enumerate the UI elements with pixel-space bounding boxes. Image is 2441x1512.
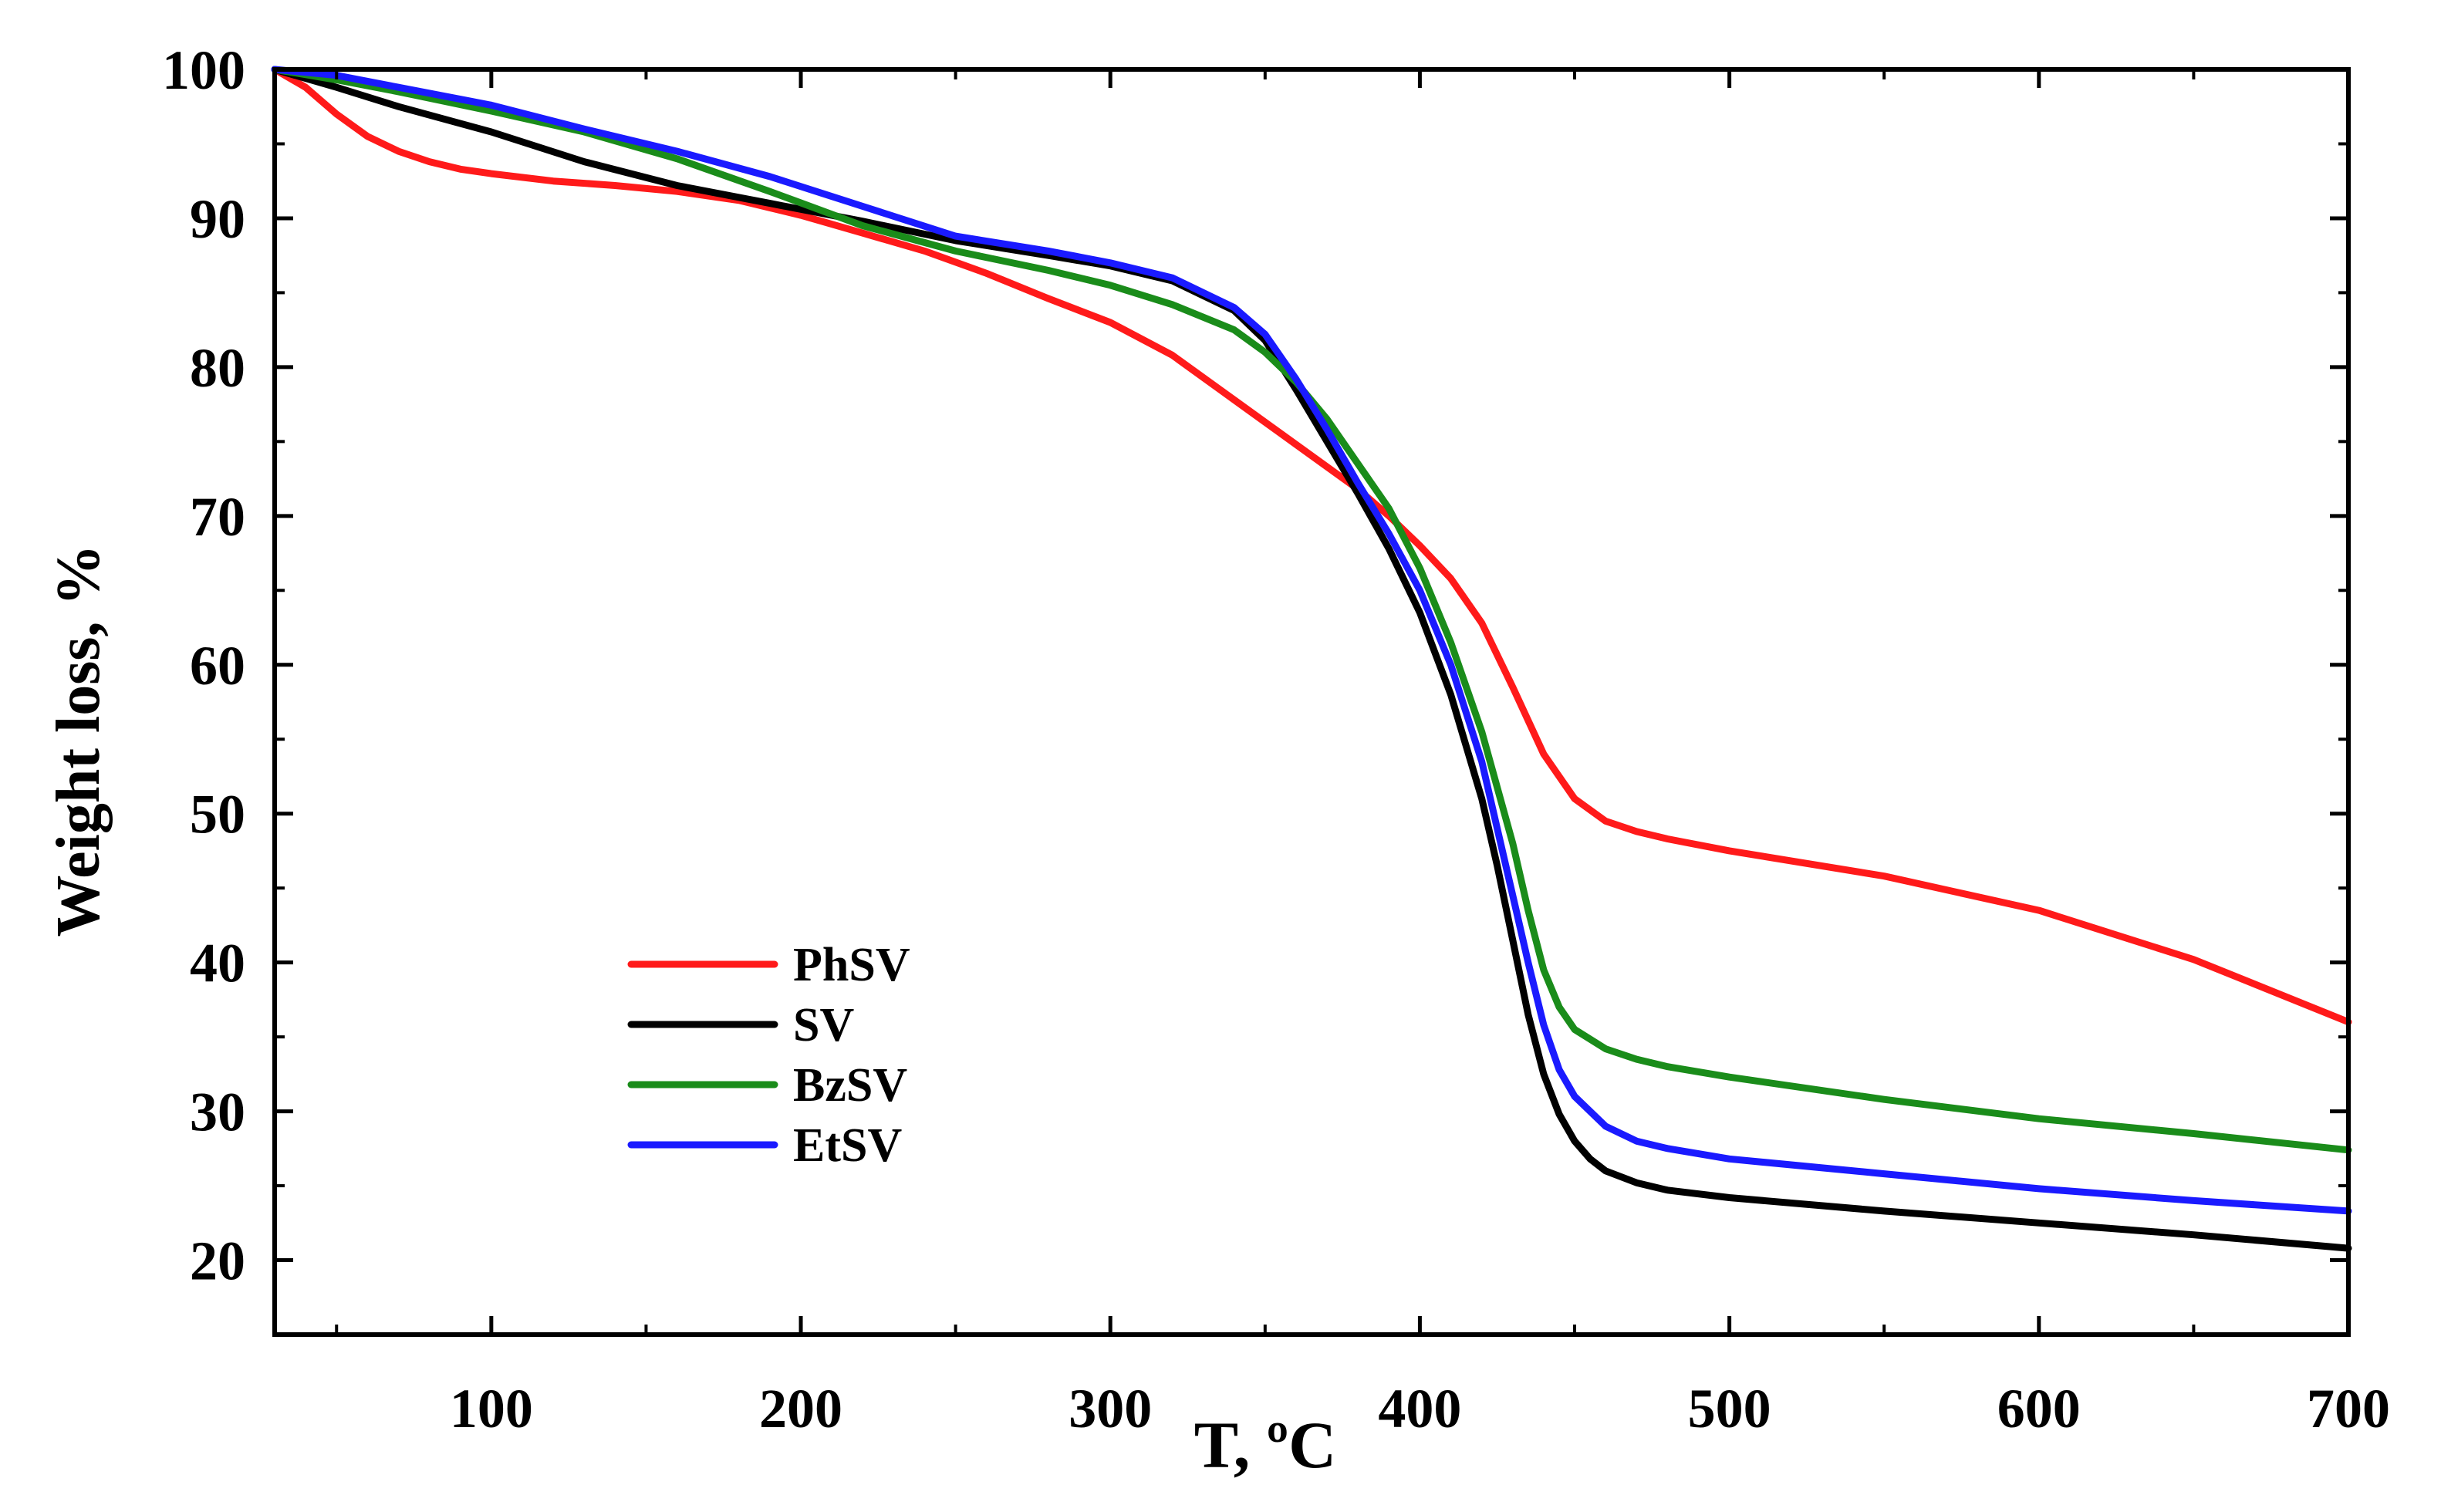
series-line-sv (271, 66, 2352, 1252)
legend-label-sv: SV (793, 999, 854, 1051)
series-line-bzsv (271, 66, 2352, 1154)
x-tick-label: 700 (2307, 1378, 2390, 1439)
legend-label-phsv: PhSV (793, 939, 910, 991)
y-tick-labels: 20 30 40 50 60 70 80 90 100 (162, 39, 245, 1292)
legend-label-bzsv: BzSV (793, 1059, 907, 1112)
x-tick-label: 200 (759, 1378, 842, 1439)
x-tick-label: 100 (450, 1378, 533, 1439)
y-tick-label: 60 (190, 635, 245, 697)
series-layer (271, 66, 2352, 1252)
y-tick-label: 70 (190, 486, 245, 548)
y-tick-label: 90 (190, 188, 245, 250)
x-tick-label: 600 (1997, 1378, 2081, 1439)
plot-frame (272, 67, 2351, 1337)
y-axis-title: Weight loss, % (45, 545, 113, 937)
y-tick-label: 50 (190, 784, 245, 845)
y-tick-label: 100 (162, 39, 245, 101)
y-tick-label: 20 (190, 1230, 245, 1292)
y-tick-label: 40 (190, 933, 245, 994)
x-tick-label: 400 (1378, 1378, 1461, 1439)
series-line-phsv (271, 66, 2352, 1026)
legend-label-etsv: EtSV (793, 1119, 902, 1172)
series-line-etsv (271, 66, 2352, 1215)
legend: PhSV SV BzSV EtSV (627, 939, 910, 1172)
plot-area (275, 69, 2348, 1335)
x-tick-label: 500 (1688, 1378, 1771, 1439)
y-tick-label: 80 (190, 337, 245, 399)
x-tick-labels: 100 200 300 400 500 600 700 (450, 1378, 2390, 1439)
y-tick-label: 30 (190, 1082, 245, 1143)
x-tick-label: 300 (1069, 1378, 1152, 1439)
x-axis-title: T, ºC (1194, 1408, 1336, 1482)
